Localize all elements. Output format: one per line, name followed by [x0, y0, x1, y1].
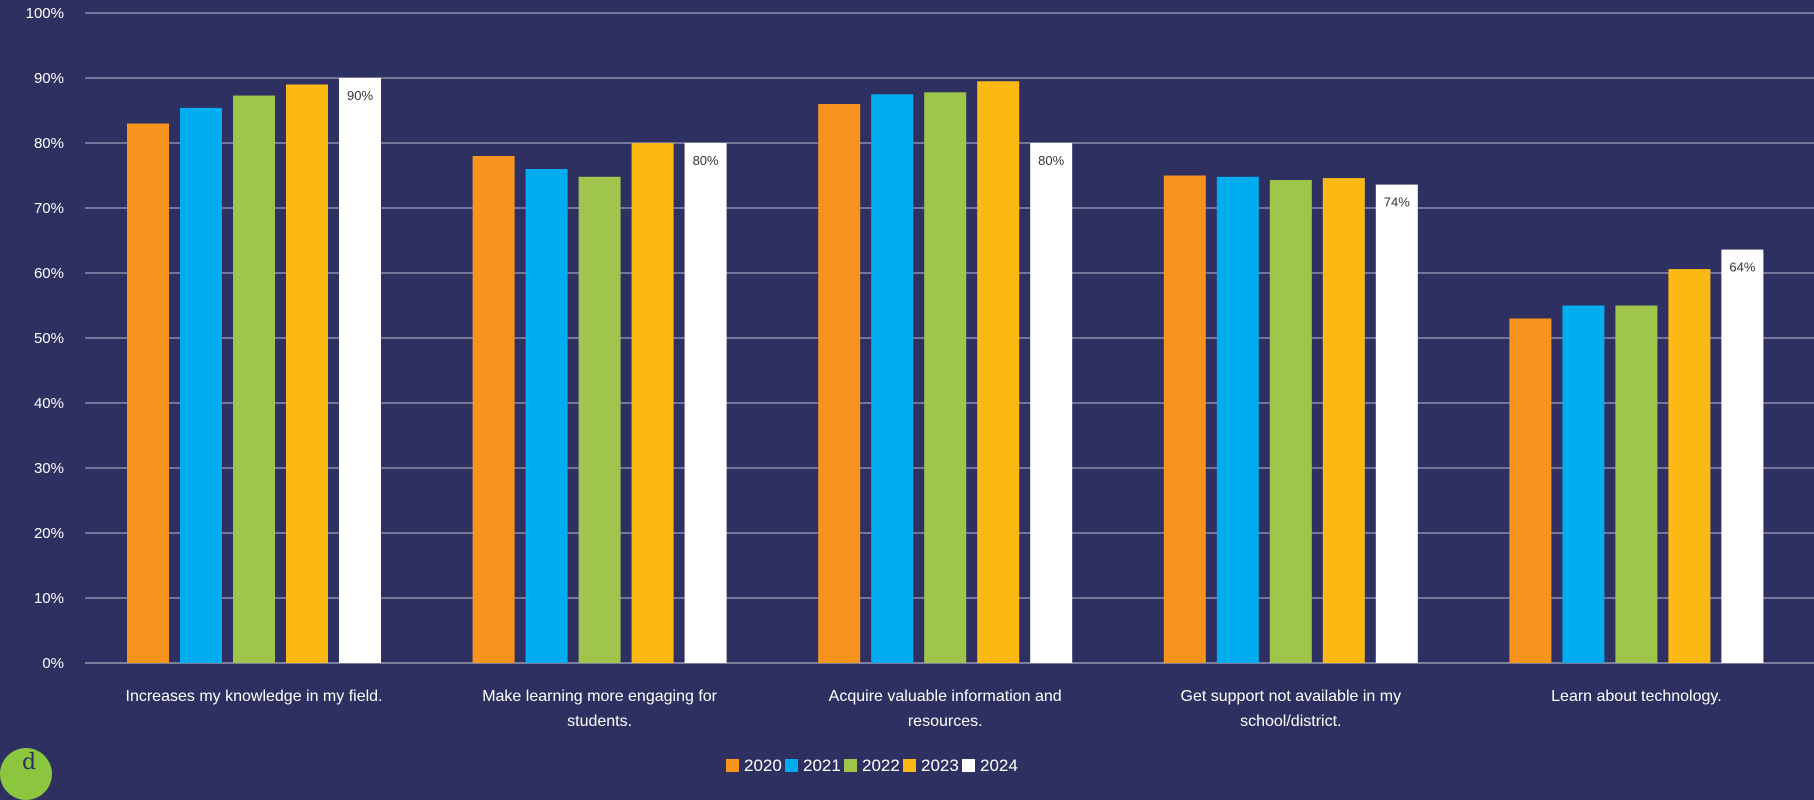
x-axis-categories: Increases my knowledge in my field. Make …: [126, 688, 1722, 730]
y-tick-label: 10%: [34, 590, 64, 607]
bar-chart: 0% 10% 20% 30% 40% 50% 60% 70% 80% 90% 100% 90% 80%…: [26, 5, 1814, 775]
bar: [127, 123, 169, 663]
bar: [578, 176, 621, 664]
y-tick-label: 90%: [34, 70, 64, 87]
bar: [924, 92, 967, 664]
data-label: 80%: [693, 153, 719, 168]
bar: [1269, 180, 1312, 664]
bar: [339, 78, 381, 663]
legend-swatch: [962, 759, 975, 772]
data-label: 80%: [1038, 153, 1064, 168]
data-label: 90%: [347, 88, 373, 103]
x-tick-label: Increases my knowledge in my field.: [126, 688, 383, 705]
y-tick-label: 20%: [34, 525, 64, 542]
legend-label: 2021: [803, 756, 841, 775]
bar: [1562, 305, 1605, 663]
bar: [684, 143, 727, 663]
bar: [818, 104, 861, 663]
bar: [1322, 178, 1365, 663]
bar: [525, 169, 568, 663]
legend-label: 2020: [744, 756, 782, 775]
y-tick-label: 0%: [42, 655, 64, 672]
x-tick-label: Acquire valuable information and resource…: [829, 688, 1062, 730]
bar: [233, 95, 275, 664]
bar: [472, 156, 515, 663]
y-axis-ticks: 0% 10% 20% 30% 40% 50% 60% 70% 80% 90% 100%: [26, 5, 64, 672]
legend-swatch: [903, 759, 916, 772]
legend-label: 2022: [862, 756, 900, 775]
data-label: 74%: [1384, 195, 1410, 210]
y-tick-label: 70%: [34, 200, 64, 217]
bar: [1615, 305, 1658, 663]
bar: [1030, 143, 1073, 663]
x-tick-label: Learn about technology.: [1551, 688, 1722, 705]
data-labels: 90% 80% 80% 74% 64%: [347, 88, 1756, 275]
bar: [1163, 175, 1206, 663]
legend-label: 2024: [980, 756, 1018, 775]
legend-swatch: [785, 759, 798, 772]
bar: [977, 81, 1020, 663]
bar: [286, 84, 328, 663]
legend-swatch: [844, 759, 857, 772]
x-tick-label: Get support not available in my school/di…: [1181, 688, 1402, 730]
bar: [1375, 184, 1418, 663]
y-tick-label: 40%: [34, 395, 64, 412]
bar: [1216, 176, 1259, 664]
legend-label: 2023: [921, 756, 959, 775]
y-tick-label: 100%: [26, 5, 64, 22]
x-tick-label: Make learning more engaging for students.: [482, 688, 717, 730]
data-label: 64%: [1729, 260, 1755, 275]
bar: [1509, 318, 1552, 663]
bar: [1668, 269, 1711, 663]
bar: [871, 94, 914, 663]
bar: [631, 143, 674, 663]
legend-swatch: [726, 759, 739, 772]
y-tick-label: 60%: [34, 265, 64, 282]
bar: [1721, 249, 1764, 663]
bars: [127, 78, 1764, 664]
logo-icon: d: [0, 748, 52, 800]
legend: 2020 2021 2022 2023 2024: [726, 756, 1018, 775]
y-tick-label: 50%: [34, 330, 64, 347]
bar: [180, 107, 222, 663]
y-tick-label: 30%: [34, 460, 64, 477]
logo-glyph: d: [22, 750, 37, 775]
y-tick-label: 80%: [34, 135, 64, 152]
